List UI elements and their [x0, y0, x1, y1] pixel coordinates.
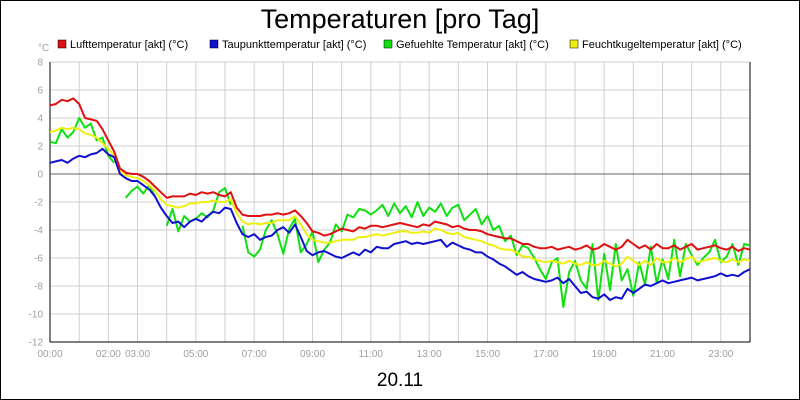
series-line-4: [49, 126, 751, 268]
y-tick-label: -8: [34, 282, 43, 293]
axes: [49, 62, 751, 343]
series-line-1: [49, 97, 751, 252]
y-tick-label: 8: [37, 58, 43, 69]
x-tick-label: 15:00: [475, 349, 500, 360]
legend-label: Lufttemperatur [akt] (°C): [70, 39, 188, 51]
grid: [49, 61, 751, 343]
chart-title: Temperaturen [pro Tag]: [261, 4, 540, 34]
legend-swatch: [209, 39, 219, 49]
legend-swatch: [383, 39, 393, 49]
y-tick-label: -4: [34, 226, 43, 237]
x-tick-label: 00:00: [37, 349, 62, 360]
x-tick-labels: 00:00 02:00 03:00 05:00 07:00 09:00 11:00 13:00…: [37, 349, 733, 360]
series-line-3: [49, 117, 751, 308]
legend-label: Gefuehlte Temperatur [akt] (°C): [396, 39, 549, 51]
x-tick-label: 21:00: [650, 349, 675, 360]
series-line-2: [49, 147, 751, 301]
legend-label: Taupunkttemperatur [akt] (°C): [222, 39, 366, 51]
legend-label: Feuchtkugeltemperatur [akt] (°C): [582, 39, 742, 51]
y-tick-label: -2: [34, 198, 43, 209]
y-tick-label: 2: [37, 142, 43, 153]
x-tick-label: 05:00: [183, 349, 208, 360]
y-tick-label: -6: [34, 254, 43, 265]
y-unit-label: °C: [38, 43, 49, 54]
x-tick-label: 03:00: [125, 349, 150, 360]
legend: Lufttemperatur [akt] (°C) Taupunkttempera…: [57, 39, 742, 51]
legend-swatch: [569, 39, 579, 49]
y-tick-label: 4: [37, 114, 43, 125]
y-tick-label: -10: [29, 310, 44, 321]
x-tick-label: 09:00: [300, 349, 325, 360]
x-tick-label: 11:00: [359, 349, 384, 360]
y-tick-label: -12: [29, 338, 44, 349]
series-lines: [49, 97, 751, 308]
x-tick-label: 13:00: [417, 349, 442, 360]
x-tick-label: 23:00: [708, 349, 733, 360]
y-tick-labels: 8 6 4 2 0 -2 -4 -6 -8 -10 -12: [29, 58, 44, 349]
x-tick-label: 17:00: [533, 349, 558, 360]
x-tick-label: 07:00: [242, 349, 267, 360]
y-tick-label: 0: [37, 170, 43, 181]
x-tick-label: 02:00: [96, 349, 121, 360]
x-axis-date-label: 20.11: [377, 370, 423, 391]
y-tick-label: 6: [37, 86, 43, 97]
legend-swatch: [57, 39, 67, 49]
x-tick-label: 19:00: [592, 349, 617, 360]
